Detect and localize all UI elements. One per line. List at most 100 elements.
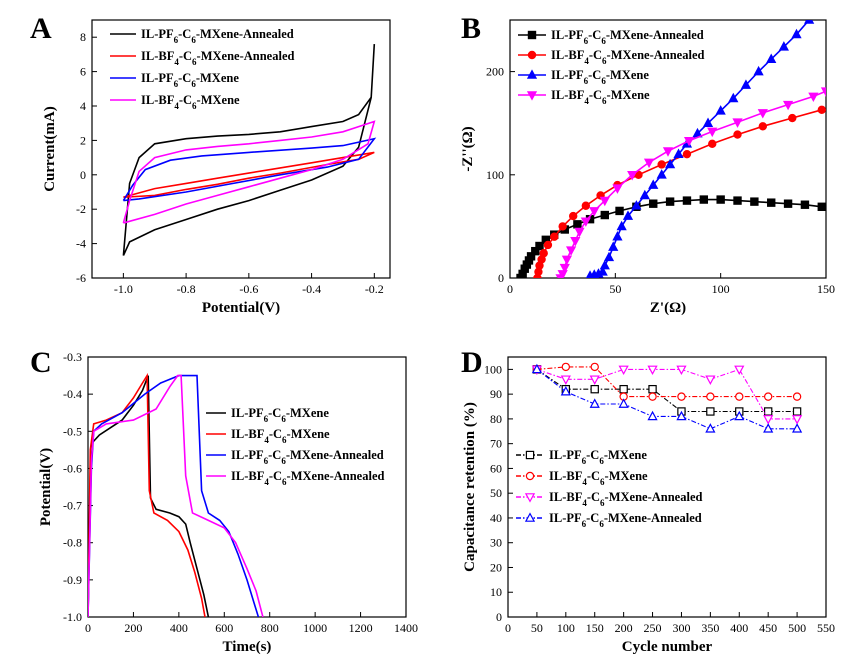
y-axis-label: Potential(V) — [38, 448, 54, 526]
y-tick-label: -0.3 — [63, 350, 82, 364]
x-tick-label: 1200 — [349, 621, 373, 635]
series-il-bf4-c6-mxene-annealed-point — [618, 365, 629, 376]
x-tick-label: 600 — [215, 621, 233, 635]
x-tick-label: -0.2 — [365, 282, 384, 296]
series-il-pf6-c6-mxene-annealed-point — [733, 196, 742, 205]
series-il-bf4-c6-mxene-point — [662, 147, 674, 157]
legend-marker — [527, 30, 537, 40]
x-tick-label: 100 — [712, 282, 730, 296]
series-il-pf6-c6-mxene-point — [706, 407, 715, 416]
legend-marker — [526, 91, 538, 101]
series-il-bf4-c6-mxene-point — [677, 392, 686, 401]
series-il-pf6-c6-mxene-point — [616, 220, 627, 231]
series-il-pf6-c6-mxene-annealed-point — [716, 195, 725, 204]
series-il-bf4-c6-mxene-annealed-point — [581, 201, 591, 210]
series-il-bf4-c6-mxene-point — [580, 217, 591, 227]
series-il-bf4-c6-mxene-point — [565, 246, 577, 256]
series-il-bf4-c6-mxene-point — [561, 362, 571, 372]
series-il-bf4-c6-mxene-annealed-point — [758, 122, 768, 131]
series-il-pf6-c6-mxene-point — [753, 65, 764, 76]
series-il-bf4-c6-mxene-annealed-point — [543, 240, 553, 250]
series-il-bf4-c6-mxene-annealed-point — [647, 365, 658, 376]
series-il-bf4-c6-mxene-point — [735, 392, 744, 401]
series-il-pf6-c6-mxene-point — [608, 241, 619, 251]
series-il-bf4-c6-mxene-annealed-point — [676, 365, 687, 376]
y-tick-label: 200 — [486, 65, 504, 79]
panel-c: C 0 200 400 600 800 1000 1200 1400 -1.0 -0.9 -0.8 -0… — [30, 346, 418, 655]
y-tick-label: 30 — [490, 536, 502, 550]
y-tick-label: 6 — [80, 65, 86, 79]
panel-label: C — [30, 346, 52, 379]
series-il-bf4-c6-mxene-point — [683, 136, 695, 147]
series-il-pf6-c6-mxene-point — [665, 158, 676, 169]
series-il-pf6-c6-mxene-point — [763, 407, 773, 416]
series-il-bf4-c6-mxene-annealed-point — [817, 105, 826, 114]
series-il-pf6-c6-mxene-point — [599, 259, 610, 270]
series-il-pf6-c6-mxene-point — [603, 251, 615, 262]
series-il-pf6-c6-mxene-point — [631, 200, 642, 210]
x-tick-label: -1.0 — [114, 282, 133, 296]
series-il-bf4-c6-mxene-point — [590, 362, 599, 372]
series-il-pf6-c6-mxene-annealed-point — [783, 199, 793, 208]
series-il-bf4-c6-mxene-point — [820, 87, 826, 97]
panel-label: A — [30, 12, 52, 45]
x-tick-label: 350 — [701, 621, 719, 635]
series-il-bf4-c6-mxene-point — [570, 237, 581, 247]
series-il-pf6-c6-mxene-point — [612, 231, 623, 241]
series-il-bf4-c6-mxene-point — [792, 392, 802, 401]
series-il-pf6-c6-mxene-annealed-line — [536, 368, 798, 430]
series-il-bf4-c6-mxene-annealed-line — [88, 374, 264, 617]
series-il-bf4-c6-mxene-point — [627, 171, 638, 181]
series-il-pf6-c6-mxene-annealed-point — [618, 398, 629, 408]
series-il-pf6-c6-mxene-annealed-point — [589, 398, 600, 408]
series-il-bf4-c6-mxene-point — [574, 227, 585, 238]
legend-label: IL-PF6-C6-MXene-Annealed — [231, 448, 384, 466]
y-tick-label: 0 — [80, 168, 86, 182]
plot-frame — [91, 19, 391, 279]
plot-frame — [507, 356, 827, 618]
y-tick-label: 90 — [490, 387, 502, 401]
x-tick-label: -0.6 — [239, 282, 258, 296]
series-il-bf4-c6-mxene-point — [757, 109, 768, 119]
series-il-pf6-c6-mxene-annealed-point — [705, 423, 716, 433]
series-il-pf6-c6-mxene-line — [122, 137, 377, 202]
y-tick-label: -0.4 — [63, 387, 82, 401]
legend-label: IL-BF4-C6-MXene — [551, 88, 650, 106]
x-tick-label: 1400 — [394, 621, 418, 635]
legend-label: IL-BF4-C6-MXene — [549, 469, 648, 487]
series-il-pf6-c6-mxene-annealed-point — [767, 198, 776, 207]
series-il-pf6-c6-mxene-annealed-point — [535, 241, 544, 251]
y-tick-label: -0.9 — [63, 573, 82, 587]
y-axis-label: Current(mA) — [42, 106, 58, 192]
series-il-pf6-c6-mxene-annealed-point — [560, 386, 571, 396]
x-tick-label: 200 — [124, 621, 142, 635]
series-il-pf6-c6-mxene-annealed-point — [647, 410, 658, 421]
x-tick-label: 400 — [730, 621, 748, 635]
series-il-pf6-c6-mxene-annealed-point — [649, 199, 658, 208]
series-il-bf4-c6-mxene-annealed-point — [539, 249, 548, 258]
x-tick-label: -0.4 — [302, 282, 321, 296]
series-il-bf4-c6-mxene-point — [612, 184, 623, 194]
y-axis-label: -Z''(Ω) — [460, 126, 476, 171]
series-il-bf4-c6-mxene-point — [732, 118, 743, 128]
series-il-pf6-c6-mxene-annealed-point — [791, 423, 803, 433]
series-layer — [122, 44, 377, 256]
series-il-pf6-c6-mxene-point — [766, 53, 777, 64]
y-tick-label: -0.8 — [63, 536, 82, 550]
series-il-bf4-c6-mxene-point — [706, 392, 715, 401]
series-il-pf6-c6-mxene-point — [715, 105, 726, 115]
x-tick-label: 150 — [817, 282, 835, 296]
series-il-pf6-c6-mxene-annealed-point — [750, 197, 759, 206]
series-il-pf6-c6-mxene-annealed-point — [734, 410, 745, 421]
x-tick-label: 100 — [557, 621, 575, 635]
legend: IL-PF6-C6-MXene-Annealed IL-BF4-C6-MXene-… — [518, 28, 704, 106]
legend-label: IL-BF4-C6-MXene-Annealed — [141, 49, 294, 67]
y-tick-label: 100 — [486, 168, 504, 182]
y-tick-label: 60 — [490, 461, 502, 475]
x-tick-label: 400 — [170, 621, 188, 635]
series-layer — [88, 372, 264, 617]
legend-label: IL-PF6-C6-MXene — [231, 406, 329, 424]
series-il-pf6-c6-mxene-annealed-point — [665, 197, 675, 206]
legend-marker — [525, 471, 535, 481]
series-il-pf6-c6-mxene-point — [673, 148, 684, 158]
